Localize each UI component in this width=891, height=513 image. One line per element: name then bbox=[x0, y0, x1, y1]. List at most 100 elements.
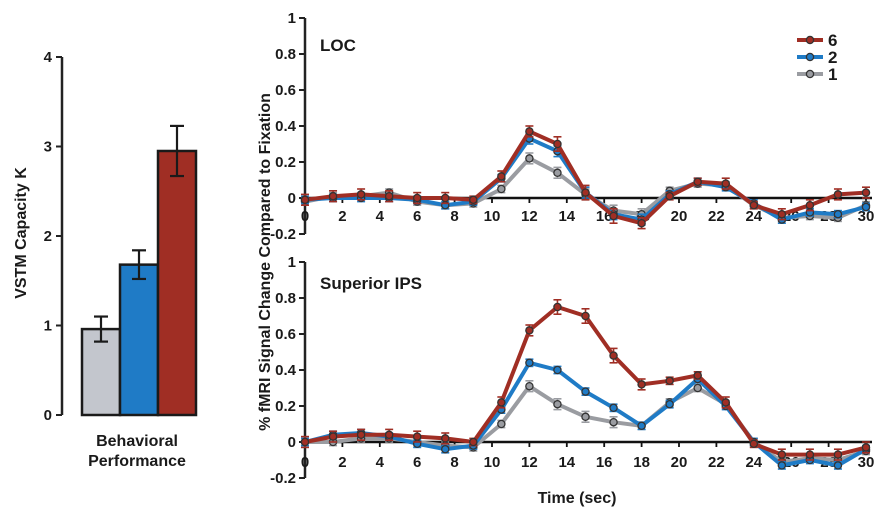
loc-point-6 bbox=[440, 193, 450, 203]
ips-y-tick-label: 0.6 bbox=[275, 326, 296, 343]
ips-point-6 bbox=[609, 351, 618, 360]
loc-x-tick-label: 6 bbox=[413, 208, 421, 225]
loc-x-tick-label: 4 bbox=[376, 208, 385, 225]
x-axis-label: Time (sec) bbox=[538, 490, 617, 507]
ips-x-tick-label: 18 bbox=[633, 454, 650, 471]
loc-panel-title: LOC bbox=[320, 36, 356, 55]
ips-point-6 bbox=[665, 376, 674, 386]
loc-point-6 bbox=[833, 190, 843, 199]
ips-panel-title: Superior IPS bbox=[320, 274, 422, 293]
ips-point-6 bbox=[637, 380, 646, 389]
ips-point-6 bbox=[721, 398, 731, 407]
loc-point-1 bbox=[553, 168, 562, 178]
bar-x-label-line2: Performance bbox=[88, 453, 186, 470]
ips-point-2 bbox=[777, 461, 787, 470]
ips-point-6 bbox=[581, 311, 590, 321]
loc-x-tick-label: 20 bbox=[671, 208, 688, 225]
ips-point-1 bbox=[693, 383, 702, 393]
legend-marker-1 bbox=[805, 69, 815, 79]
loc-line-chart: -0.200.20.40.60.810246810121416182022242… bbox=[270, 10, 874, 243]
bar-6 bbox=[156, 149, 198, 417]
ips-point-6 bbox=[833, 450, 843, 459]
ips-point-6 bbox=[384, 430, 394, 440]
ips-point-1 bbox=[609, 417, 618, 427]
loc-x-tick-label: 10 bbox=[484, 208, 501, 225]
ips-x-tick-label: 4 bbox=[376, 454, 385, 471]
ips-point-2 bbox=[581, 387, 590, 396]
ips-x-tick-label: 0 bbox=[301, 454, 309, 471]
ips-point-6 bbox=[469, 437, 478, 447]
loc-x-tick-label: 22 bbox=[708, 208, 725, 225]
ips-point-2 bbox=[833, 461, 843, 470]
bar-chart-panel: 0 1 2 3 4 bbox=[44, 49, 198, 424]
legend-label-1: 1 bbox=[828, 65, 837, 84]
ips-x-tick-label: 2 bbox=[338, 454, 346, 471]
ips-point-1 bbox=[497, 419, 506, 429]
loc-point-6 bbox=[525, 127, 534, 136]
loc-point-6 bbox=[637, 218, 646, 228]
ips-y-tick-label: 0.8 bbox=[275, 290, 296, 307]
line-y-axis-label: % fMRI Signal Change Compared to Fixatio… bbox=[257, 93, 274, 431]
loc-y-tick-label: 0.8 bbox=[275, 46, 296, 63]
loc-x-tick-label: 24 bbox=[745, 208, 762, 225]
bar-x-label-line1: Behavioral bbox=[96, 433, 178, 450]
loc-x-tick-label: 8 bbox=[450, 208, 458, 225]
ips-x-tick-label: 8 bbox=[450, 454, 458, 471]
ips-point-6 bbox=[300, 437, 310, 447]
ips-y-tick-label: 0.2 bbox=[275, 398, 296, 415]
ips-point-6 bbox=[749, 439, 759, 449]
loc-y-tick-label: 1 bbox=[288, 10, 296, 27]
legend-label-2: 2 bbox=[828, 48, 837, 67]
bar-y-tick-label: 4 bbox=[44, 49, 53, 66]
loc-point-6 bbox=[384, 191, 394, 201]
ips-y-tick-label: 0 bbox=[288, 434, 296, 451]
ips-point-6 bbox=[412, 432, 422, 441]
loc-point-6 bbox=[777, 209, 787, 219]
loc-point-1 bbox=[497, 184, 506, 194]
loc-point-6 bbox=[861, 188, 871, 197]
ips-x-tick-label: 14 bbox=[558, 454, 575, 471]
legend-marker-2 bbox=[805, 52, 815, 62]
loc-point-6 bbox=[749, 200, 759, 210]
ips-point-2 bbox=[609, 403, 618, 413]
ips-point-6 bbox=[356, 430, 366, 440]
loc-point-6 bbox=[328, 191, 338, 201]
legend: 621 bbox=[797, 31, 837, 84]
ips-point-6 bbox=[805, 450, 815, 459]
loc-y-tick-label: 0.4 bbox=[275, 118, 297, 135]
loc-y-tick-label: 0.6 bbox=[275, 82, 296, 99]
loc-x-tick-label: 0 bbox=[301, 208, 309, 225]
ips-point-6 bbox=[553, 302, 562, 312]
loc-x-tick-label: 12 bbox=[521, 208, 538, 225]
ips-x-tick-label: 6 bbox=[413, 454, 421, 471]
bar-2 bbox=[118, 263, 160, 417]
loc-x-tick-label: 2 bbox=[338, 208, 346, 225]
superior-ips-line-chart: -0.200.20.40.60.810 2 4 6 8 10 12 14 16 18 20 22 24 2… bbox=[270, 254, 874, 487]
loc-y-tick-label: -0.2 bbox=[270, 226, 296, 243]
ips-point-6 bbox=[440, 434, 450, 443]
ips-point-6 bbox=[525, 326, 534, 335]
ips-y-tick-label: -0.2 bbox=[270, 470, 296, 487]
ips-point-2 bbox=[525, 358, 534, 368]
legend-marker-6 bbox=[805, 35, 815, 45]
bar-y-tick-label: 1 bbox=[44, 318, 52, 335]
ips-point-1 bbox=[525, 381, 534, 391]
ips-x-tick-label: 22 bbox=[708, 454, 725, 471]
loc-point-6 bbox=[665, 191, 674, 201]
loc-point-6 bbox=[553, 139, 562, 149]
loc-x-tick-label: 30 bbox=[858, 208, 875, 225]
loc-point-1 bbox=[525, 154, 534, 163]
bar-y-tick-label: 2 bbox=[44, 228, 52, 245]
loc-point-6 bbox=[721, 179, 731, 188]
ips-x-tick-label: 10 bbox=[484, 454, 501, 471]
loc-point-2 bbox=[833, 209, 843, 219]
ips-point-6 bbox=[693, 371, 702, 380]
loc-y-tick-label: 0.2 bbox=[275, 154, 296, 171]
loc-point-6 bbox=[300, 195, 310, 205]
loc-point-6 bbox=[412, 193, 422, 203]
ips-point-6 bbox=[861, 443, 871, 452]
ips-point-6 bbox=[328, 432, 338, 441]
ips-x-tick-label: 20 bbox=[671, 454, 688, 471]
loc-line-2 bbox=[304, 136, 867, 222]
